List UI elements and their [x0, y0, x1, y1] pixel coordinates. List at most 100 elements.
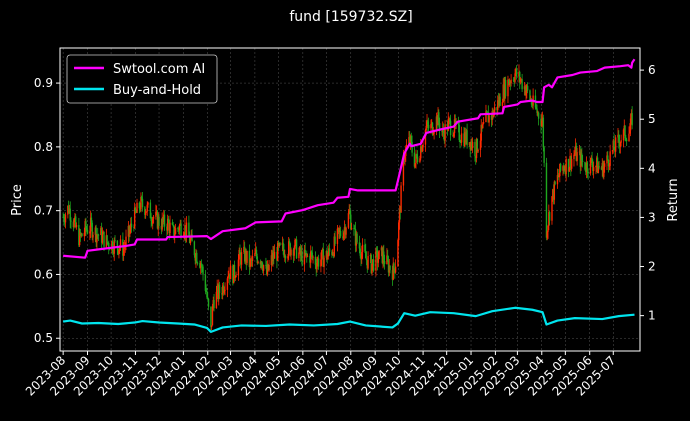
candle-body [424, 130, 427, 145]
candle-body [254, 249, 257, 254]
candle-body [199, 263, 201, 268]
candle-body [474, 141, 476, 157]
candle-body [479, 140, 482, 150]
candle-body [618, 134, 620, 142]
candle-body [490, 115, 493, 120]
candle-body [337, 228, 339, 230]
candle-body [289, 243, 291, 256]
candle-body [507, 79, 509, 97]
candle-body [90, 217, 93, 223]
candle-body [151, 220, 153, 224]
candle-body [144, 207, 146, 215]
candle-body [487, 112, 490, 123]
candle-body [262, 266, 264, 271]
candle-body [232, 265, 234, 284]
y-left-tick-label: 0.8 [34, 140, 53, 154]
candle-body [63, 217, 65, 221]
candle-body [438, 123, 441, 131]
candle-body [292, 249, 295, 256]
candle-body [265, 265, 267, 266]
candle-body [75, 216, 77, 228]
candle-body [83, 232, 86, 237]
candle-body [460, 142, 462, 143]
candle-body [240, 252, 243, 265]
candle-body [408, 137, 410, 145]
candle-body [575, 145, 578, 161]
candle-body [568, 167, 570, 172]
candle-body [366, 260, 368, 269]
candle-body [350, 214, 352, 230]
candle-body [323, 257, 325, 267]
candle-body [503, 84, 505, 99]
candle-body [89, 217, 92, 232]
candle-body [607, 155, 609, 160]
candle-body [613, 140, 615, 151]
candle-body [420, 146, 422, 159]
candle-body [529, 90, 531, 101]
candle-body [232, 264, 235, 284]
candle-body [229, 273, 231, 280]
candle-body [123, 247, 126, 249]
candle-body [293, 248, 295, 256]
candle-body [574, 145, 577, 154]
candle-body [443, 133, 446, 141]
candle-body [365, 258, 368, 261]
candle-body [276, 242, 279, 261]
candle-body [235, 275, 237, 278]
candle-body [261, 261, 263, 267]
candle-body [564, 168, 567, 175]
candle-body [378, 250, 380, 259]
candle-body [482, 123, 484, 129]
candle-body [470, 141, 472, 150]
candle-body [245, 250, 247, 263]
candle-body [556, 175, 559, 185]
y-axis-left-ticks: 0.5 0.6 0.7 0.8 0.9 [34, 76, 60, 345]
candle-body [321, 250, 323, 260]
candle-body [595, 165, 597, 168]
candle-body [347, 213, 350, 228]
candle-body [397, 240, 399, 267]
candle-body [519, 80, 522, 82]
candle-body [606, 155, 608, 164]
candle-body [217, 285, 219, 299]
legend-box [66, 54, 218, 104]
candle-body [221, 285, 224, 295]
candle-body [629, 118, 632, 131]
candle-body [133, 227, 135, 229]
candle-body [162, 217, 164, 222]
candle-body [629, 130, 631, 134]
candle-body [306, 255, 309, 257]
candle-body [184, 225, 186, 235]
candle-body [150, 218, 152, 221]
candle-body [509, 82, 512, 84]
candle-body [276, 251, 278, 261]
candle-body [431, 122, 434, 135]
candle-body [78, 225, 80, 246]
candle-body [499, 96, 501, 106]
candle-body [218, 284, 221, 294]
candle-body [266, 264, 269, 275]
candle-body [239, 249, 241, 255]
candle-body [510, 79, 512, 84]
candle-body [135, 211, 137, 213]
candle-body [372, 259, 375, 271]
candle-body [600, 167, 603, 170]
candle-body [414, 163, 416, 167]
candle-body [270, 255, 273, 265]
candle-body [493, 106, 496, 113]
candle-body [471, 141, 474, 149]
candle-body [630, 113, 633, 119]
candle-body [420, 146, 423, 152]
candle-body [573, 154, 575, 160]
candle-body [156, 211, 159, 229]
candle-body [342, 236, 344, 239]
candle-body [210, 325, 213, 327]
candle-body [267, 264, 269, 271]
candle-body [520, 79, 523, 81]
candle-body [188, 222, 190, 237]
candle-body [129, 229, 131, 235]
candle-body [623, 125, 625, 130]
candle-body [361, 244, 364, 253]
candle-body [372, 259, 374, 264]
candle-body [554, 181, 556, 185]
